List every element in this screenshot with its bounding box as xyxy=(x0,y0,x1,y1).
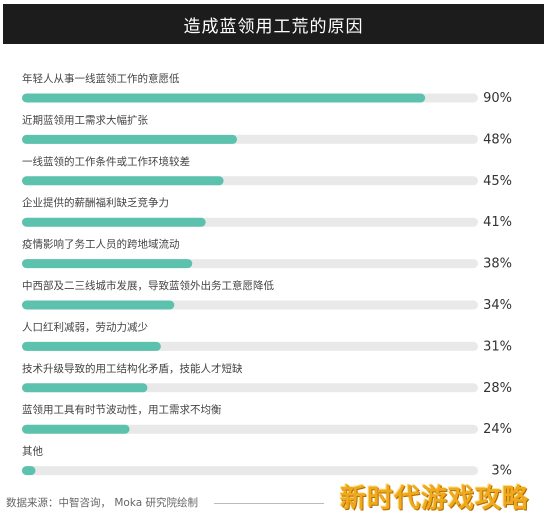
bar xyxy=(22,134,238,144)
bar xyxy=(22,424,130,434)
bar xyxy=(22,341,161,351)
category-label: 蓝领用工具有时节波动性，用工需求不均衡 xyxy=(22,403,222,416)
category-label: 企业提供的薪酬福利缺乏竞争力 xyxy=(22,196,169,209)
bar xyxy=(22,383,148,393)
value-label: 31% xyxy=(483,339,512,354)
value-label: 3% xyxy=(491,464,512,479)
category-label: 其他 xyxy=(22,445,43,458)
value-label: 24% xyxy=(483,422,512,437)
watermark-text: 新时代游戏攻略 xyxy=(340,484,530,514)
bar xyxy=(22,217,206,227)
category-label: 技术升级导致的用工结构化矛盾，技能人才短缺 xyxy=(22,362,243,375)
category-label: 疫情影响了务工人员的跨地域流动 xyxy=(22,238,180,251)
value-label: 48% xyxy=(483,132,512,147)
value-label: 45% xyxy=(483,174,512,189)
category-label: 近期蓝领用工需求大幅扩张 xyxy=(22,113,148,126)
category-label: 一线蓝领的工作条件或工作环境较差 xyxy=(22,155,190,168)
data-source-note: 数据来源：中智咨询， Moka 研究院绘制 xyxy=(6,497,198,509)
value-label: 28% xyxy=(483,381,512,396)
category-label: 人口红利减弱，劳动力减少 xyxy=(22,320,148,333)
value-label: 34% xyxy=(483,298,512,313)
value-label: 90% xyxy=(483,91,512,106)
value-label: 38% xyxy=(483,257,512,272)
bar xyxy=(22,176,224,186)
category-label: 中西部及二三线城市发展，导致蓝领外出务工意愿降低 xyxy=(22,279,274,292)
bar-track xyxy=(22,466,478,476)
bar-track xyxy=(22,424,478,434)
bar xyxy=(22,466,36,476)
source-divider xyxy=(214,503,324,504)
category-label: 年轻人从事一线蓝领工作的意愿低 xyxy=(22,72,180,85)
bar xyxy=(22,300,175,310)
bar xyxy=(22,259,193,269)
value-label: 41% xyxy=(483,215,512,230)
chart-title: 造成蓝领用工荒的原因 xyxy=(3,4,544,44)
bar xyxy=(22,93,426,103)
